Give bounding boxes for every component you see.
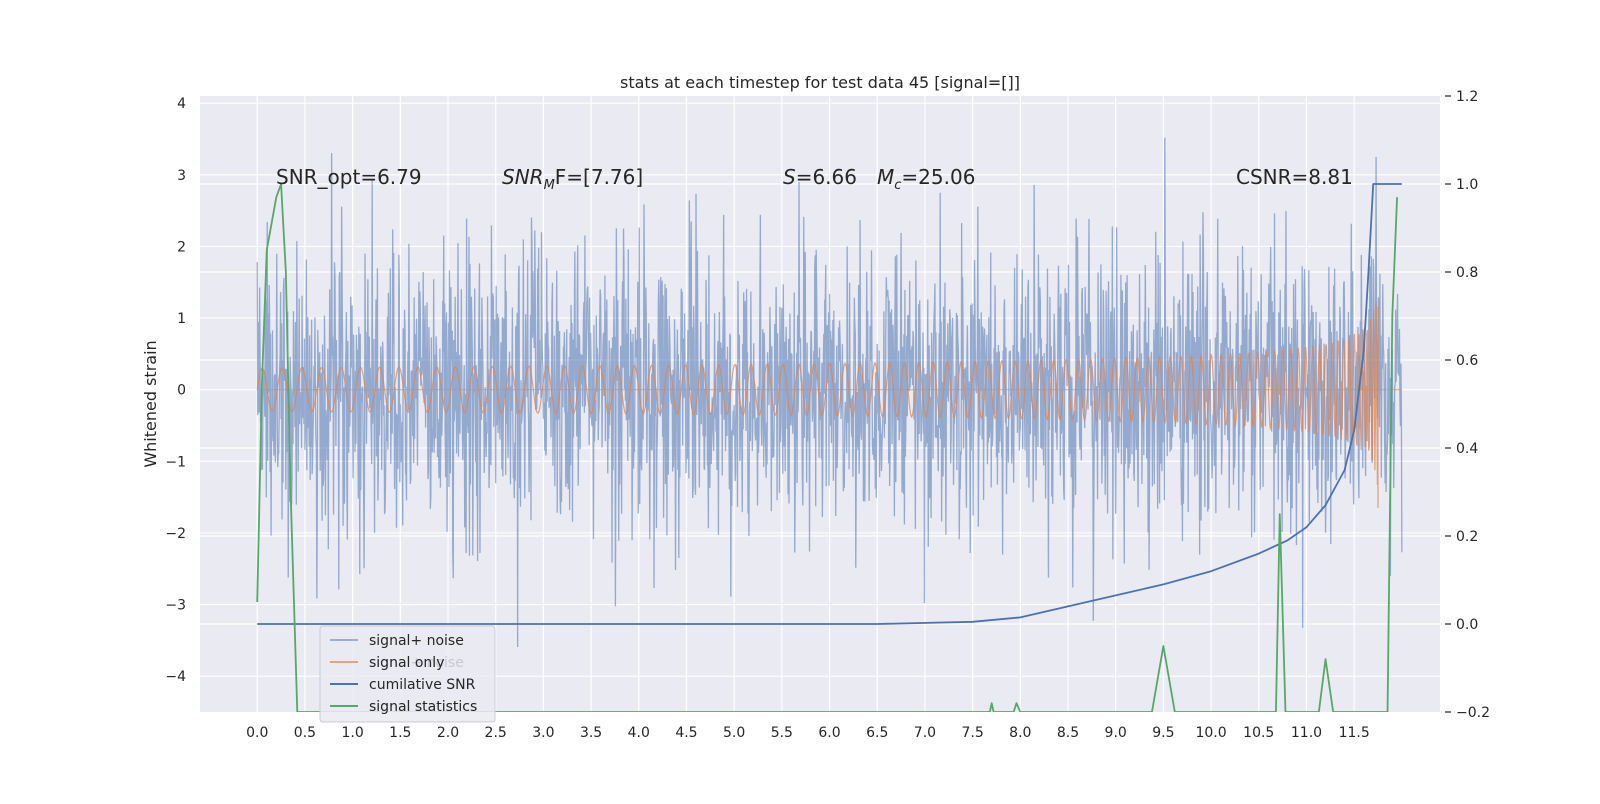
y2-tick-label: 1.2 — [1456, 89, 1478, 105]
annotation-mc-value: =25.06 — [901, 165, 975, 189]
x-tick-label: 10.0 — [1195, 725, 1226, 741]
y2-tick-label: 0.2 — [1456, 529, 1478, 545]
chart-title: stats at each timestep for test data 45 … — [620, 73, 1020, 92]
y-tick-label: 0 — [177, 383, 186, 399]
annotation-mc-var: M — [877, 165, 894, 189]
series-signal-statistics — [256, 183, 1398, 712]
annotation-snr-mf: SNRMF=[7.76] — [502, 165, 643, 193]
series-layer — [256, 137, 1403, 712]
x-tick-label: 11.0 — [1291, 725, 1322, 741]
y2-tick-label: 0.4 — [1456, 441, 1478, 457]
y2-tick-label: 0.0 — [1456, 617, 1478, 633]
legend-label-signal-only: signal only — [369, 655, 444, 671]
series-cumulative-snr — [257, 183, 1402, 625]
x-tick-label: 9.0 — [1105, 725, 1127, 741]
y2-tick-label: 0.6 — [1456, 353, 1478, 369]
x-tick-label: 5.5 — [771, 725, 793, 741]
x-tick-label: 3.5 — [580, 725, 602, 741]
y2-tick-label: 1.0 — [1456, 177, 1478, 193]
x-tick-label: 7.0 — [914, 725, 936, 741]
y-tick-label: −1 — [165, 454, 186, 470]
x-tick-label: 10.5 — [1243, 725, 1274, 741]
legend-label-signal-statistics: signal statistics — [369, 699, 477, 715]
annotation-s: S=6.66 — [783, 165, 857, 189]
y-tick-label: 2 — [177, 239, 186, 255]
x-tick-label: 6.0 — [818, 725, 840, 741]
annotation-csnr: CSNR=8.81 — [1236, 165, 1353, 189]
annotation-snr-mf-value: F=[7.76] — [555, 165, 643, 189]
y-axis-label: Whitened strain — [141, 340, 160, 467]
series-signal-noise — [256, 137, 1403, 648]
y-tick-label: 4 — [177, 96, 186, 112]
y-tick-label: −3 — [165, 598, 186, 614]
annotation-snr-opt: SNR_opt=6.79 — [276, 165, 422, 189]
legend-ghost-label-1: signal statistics — [369, 699, 477, 715]
annotation-mc: Mc=25.06 — [877, 165, 975, 193]
legend-label-cumulative-snr: cumilative SNR — [369, 677, 476, 693]
x-tick-label: 8.0 — [1009, 725, 1031, 741]
x-tick-label: 4.0 — [628, 725, 650, 741]
legend: signal+ noise signal statistics signal+ … — [319, 625, 496, 723]
x-tick-label: 0.0 — [246, 725, 268, 741]
x-axis-ticks: 0.0 0.5 1.0 1.5 2.0 2.5 3.0 3.5 4.0 4.5 5.0 5.5 6.0 6… — [246, 725, 1370, 741]
annotation-snr-mf-sub: M — [544, 178, 555, 193]
y2-axis-ticks: 1.2 1.0 0.8 0.6 0.4 0.2 0.0 −0.2 — [1445, 89, 1490, 721]
x-tick-label: 8.5 — [1057, 725, 1079, 741]
y-tick-label: 3 — [177, 168, 186, 184]
legend-label-signal-noise: signal+ noise — [369, 633, 464, 649]
series-signal-only — [256, 301, 1379, 508]
x-tick-label: 6.5 — [866, 725, 888, 741]
x-tick-label: 1.5 — [389, 725, 411, 741]
x-tick-label: 4.5 — [675, 725, 697, 741]
annotation-s-var: S — [783, 165, 796, 189]
x-tick-label: 2.5 — [485, 725, 507, 741]
x-tick-label: 9.5 — [1152, 725, 1174, 741]
annotation-mc-sub: c — [894, 178, 901, 193]
y2-tick-label: 0.8 — [1456, 265, 1478, 281]
legend-box — [319, 625, 496, 723]
annotation-s-value: =6.66 — [796, 165, 857, 189]
x-tick-label: 7.5 — [961, 725, 983, 741]
y-tick-label: −4 — [165, 669, 186, 685]
x-tick-label: 11.5 — [1339, 725, 1370, 741]
x-tick-label: 0.5 — [294, 725, 316, 741]
x-tick-label: 1.0 — [341, 725, 363, 741]
y-axis-ticks: 4 3 2 1 0 −1 −2 −3 −4 — [165, 96, 186, 685]
y-tick-label: −2 — [165, 526, 186, 542]
x-tick-label: 2.0 — [437, 725, 459, 741]
legend-ghost-label-0: signal+ noise — [369, 655, 464, 671]
x-tick-label: 5.0 — [723, 725, 745, 741]
x-tick-label: 3.0 — [532, 725, 554, 741]
y2-tick-label: −0.2 — [1456, 705, 1490, 721]
annotation-snr-mf-main: SNR — [502, 165, 544, 189]
y-tick-label: 1 — [177, 311, 186, 327]
